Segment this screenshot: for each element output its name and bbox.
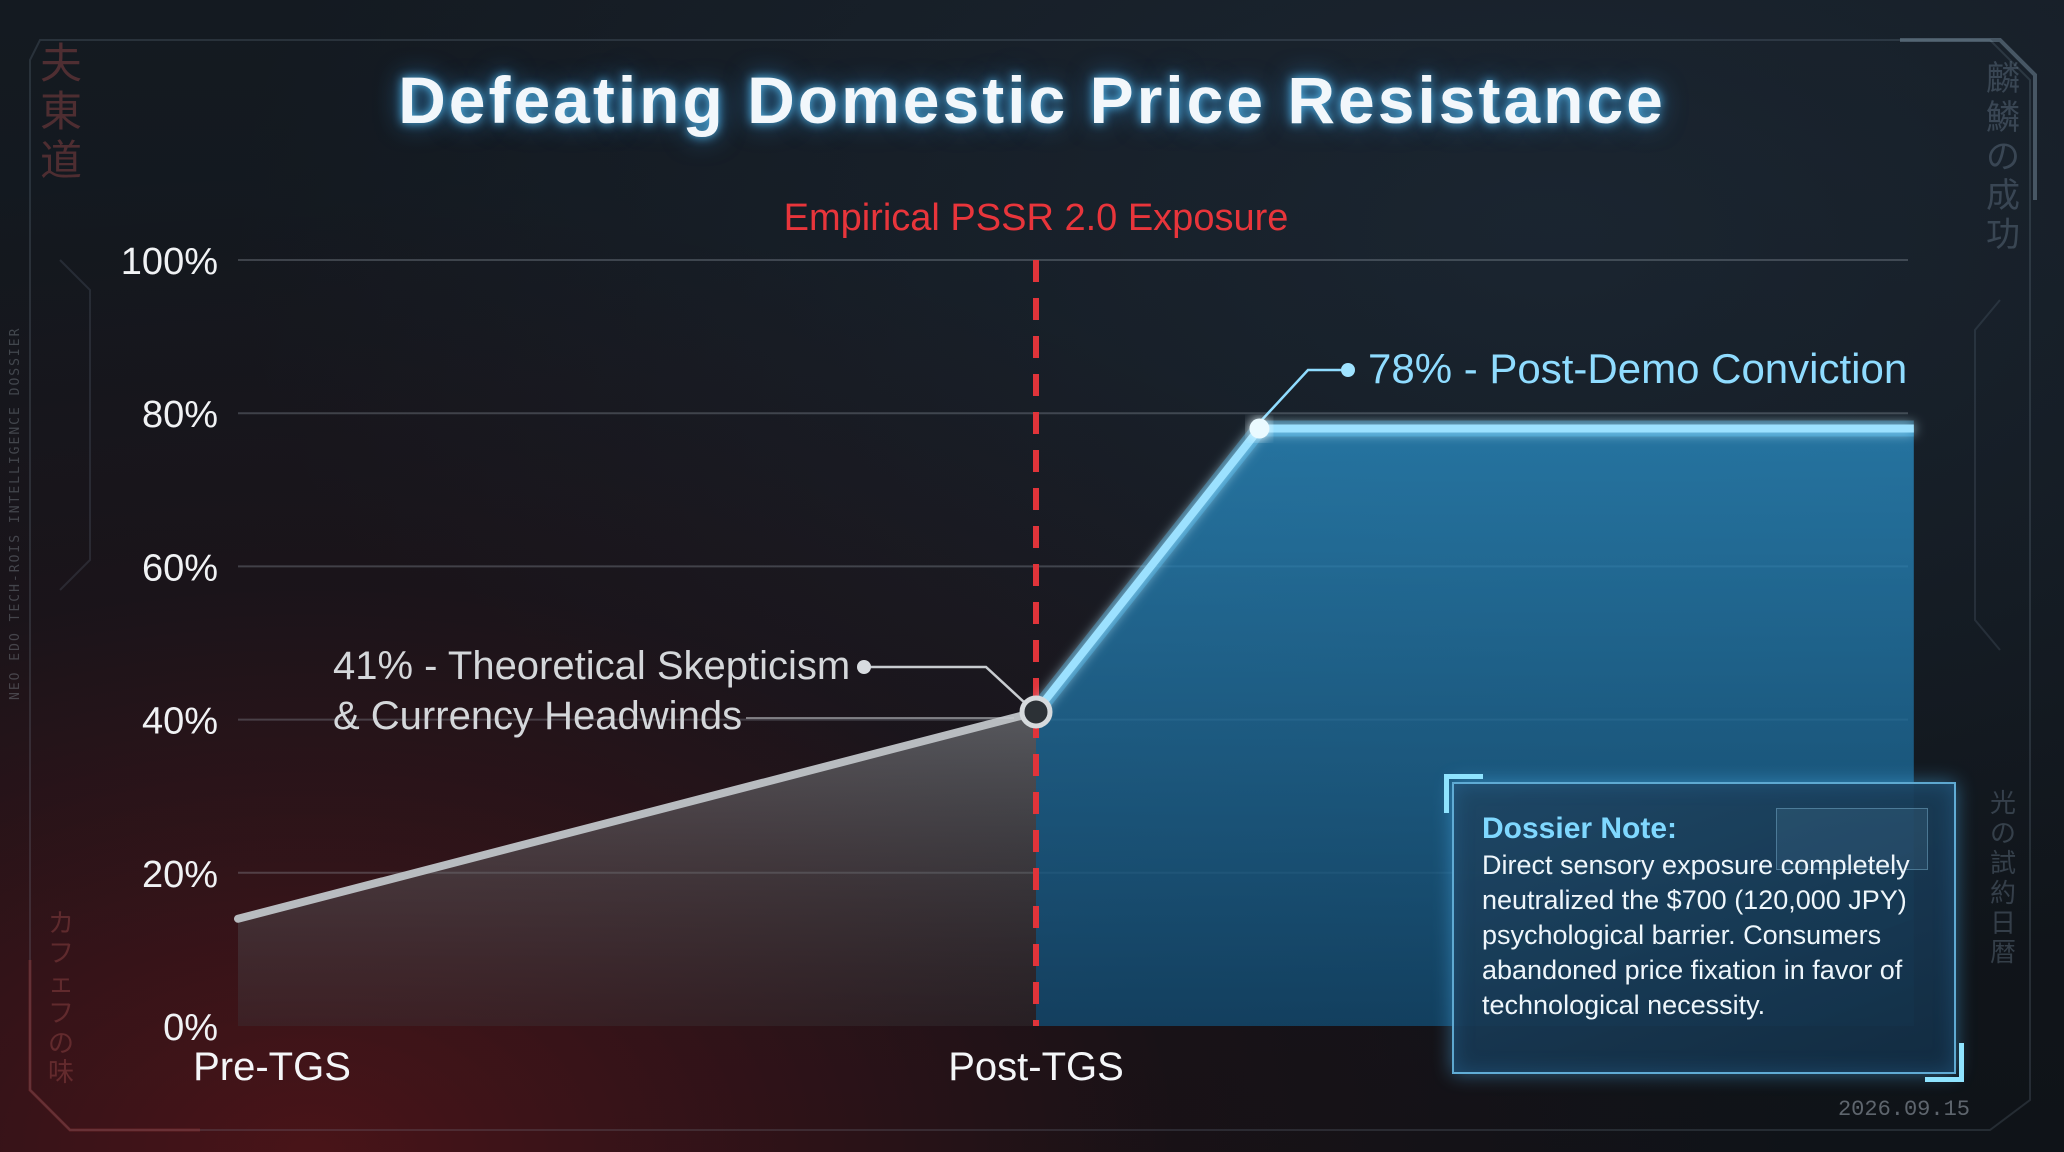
conviction-leader-line (1258, 368, 1348, 424)
note-corner-top-left (1444, 774, 1483, 813)
skepticism-label-line2: & Currency Headwinds (333, 694, 742, 738)
y-tick-label: 100% (121, 241, 218, 283)
conviction-point (1249, 418, 1270, 439)
x-tick-label: Pre-TGS (193, 1045, 351, 1089)
page-title: Defeating Domestic Price Resistance (398, 63, 1666, 137)
date-stamp: 2026.09.15 (1837, 1097, 1970, 1122)
y-tick-label: 60% (142, 547, 218, 589)
skepticism-label: 41% - Theoretical Skepticism (333, 644, 850, 688)
skepticism-area (238, 711, 1036, 1026)
dossier-note: Dossier Note: Direct sensory exposure co… (1444, 774, 1964, 1082)
conviction-label: 78% - Post-Demo Conviction (1368, 345, 1907, 392)
skepticism-leader-dot (857, 660, 871, 674)
y-tick-label: 0% (163, 1007, 218, 1049)
side-glyphs-left-bottom: カフェフの味 (47, 909, 74, 1089)
side-glyphs-right: 麟鱗の成功 (1986, 59, 2020, 256)
note-body: Direct sensory exposure completely neutr… (1482, 850, 1910, 1020)
exposure-marker-label: Empirical PSSR 2.0 Exposure (784, 197, 1289, 239)
y-tick-label: 80% (142, 394, 218, 436)
skepticism-line (234, 707, 1040, 923)
skepticism-point (1019, 695, 1053, 729)
side-glyphs-right-bottom: 光の試約日暦 (1989, 789, 2016, 969)
note-corner-bottom-right (1925, 1043, 1964, 1082)
skepticism-leader-line (864, 665, 1027, 705)
x-tick-label: Post-TGS (948, 1045, 1124, 1089)
y-tick-label: 40% (142, 701, 218, 743)
y-tick-label: 20% (142, 854, 218, 896)
side-glyphs-left: 夫東道 (39, 39, 82, 185)
conviction-leader-dot (1341, 363, 1355, 377)
note-decoration (1776, 808, 1928, 870)
note-title: Dossier Note: (1482, 812, 1678, 845)
